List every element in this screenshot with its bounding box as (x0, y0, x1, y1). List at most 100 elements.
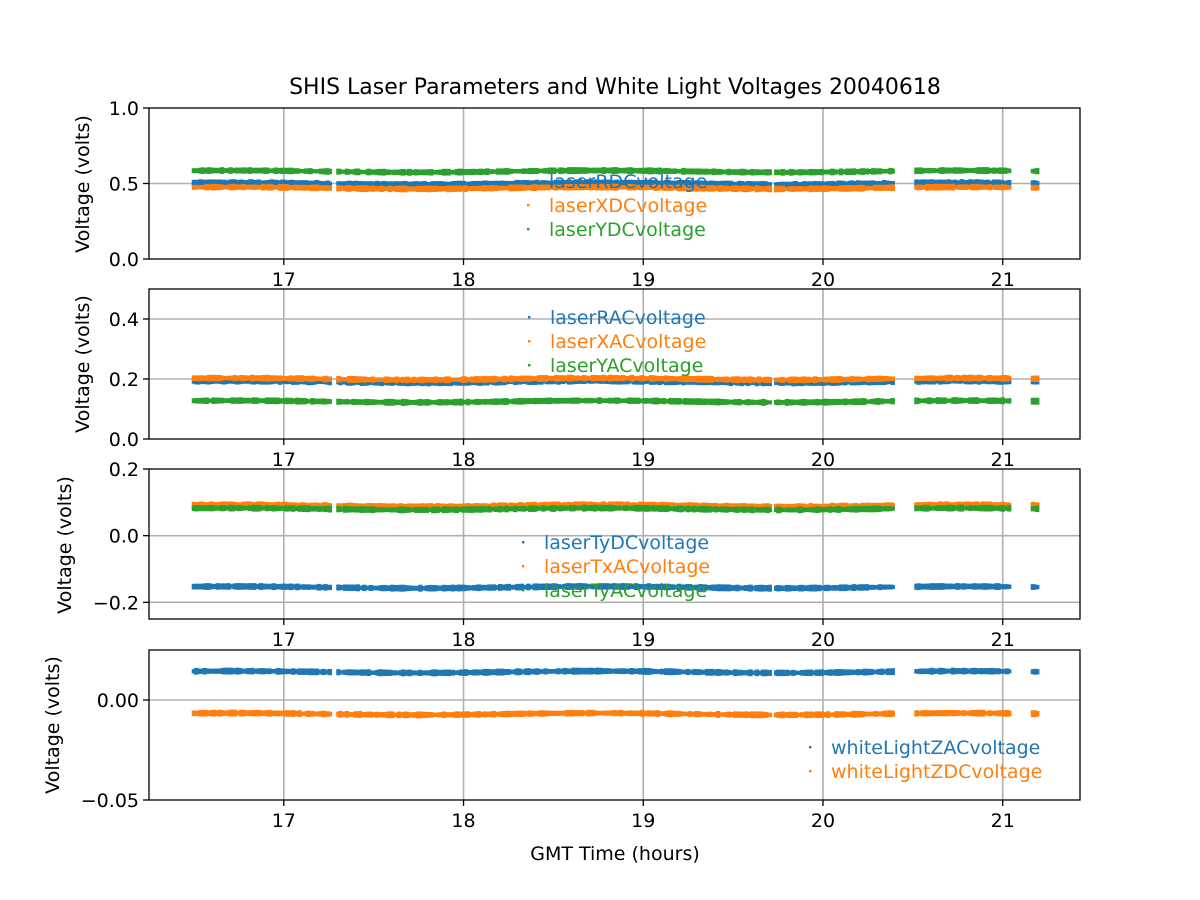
data-point (890, 506, 895, 511)
data-point (890, 376, 895, 381)
legend-marker-whiteLightZACvoltage (809, 746, 812, 749)
legend-label-whiteLightZDCvoltage: whiteLightZDCvoltage (831, 761, 1042, 783)
legend-label-laserYACvoltage: laserYACvoltage (550, 355, 703, 377)
data-point (890, 398, 895, 405)
data-point (338, 670, 343, 675)
data-point (338, 185, 343, 192)
data-point (338, 584, 343, 591)
legend-marker-laserTyDCvoltage (522, 541, 525, 544)
y-tick-label: 0.0 (109, 429, 139, 451)
y-tick-label: 0.2 (109, 369, 139, 391)
data-point (338, 503, 343, 509)
data-point (338, 710, 343, 718)
data-point (1006, 179, 1012, 186)
series-whiteLightZDCvoltage (191, 709, 1040, 719)
series-laserYDCvoltage (191, 167, 1040, 176)
data-point (750, 168, 755, 176)
data-point (1035, 185, 1040, 191)
legend-label-laserXACvoltage: laserXACvoltage (550, 331, 706, 353)
x-tick-label: 17 (272, 810, 296, 832)
x-tick-label: 21 (991, 810, 1015, 832)
panel-1-plot: 17 18 19 20 21 0.0 0.5 1.0 (109, 98, 1081, 291)
data-point (338, 181, 343, 187)
panel-frame (148, 468, 1081, 620)
data-point (780, 168, 785, 176)
data-point (338, 376, 343, 382)
data-point (1035, 168, 1040, 175)
data-point (327, 376, 333, 382)
data-point (327, 505, 333, 513)
series-laserXDCvoltage (191, 183, 1040, 193)
data-point (780, 585, 785, 591)
data-point (1006, 398, 1012, 404)
data-point (750, 399, 755, 406)
legend-label-laserRDCvoltage: laserRDCvoltage (549, 171, 707, 193)
x-tick-label: 20 (811, 810, 835, 832)
data-point (1035, 711, 1040, 717)
data-point (1006, 185, 1012, 190)
data-point (1006, 502, 1012, 508)
data-point (1035, 584, 1040, 590)
data-point (750, 181, 755, 188)
y-tick-label: 0.0 (109, 249, 139, 271)
data-point (327, 378, 333, 386)
series-laserXACvoltage (191, 374, 1040, 384)
data-point (750, 585, 755, 591)
data-point (890, 184, 895, 192)
series-laserYACvoltage (191, 397, 1040, 406)
data-point (327, 168, 333, 175)
data-point (338, 398, 343, 405)
legend-label-laserYDCvoltage: laserYDCvoltage (549, 219, 706, 241)
legend-label-laserTyDCvoltage: laserTyDCvoltage (544, 532, 709, 554)
legend-label-laserTyACvoltage: laserTyACvoltage (544, 580, 707, 602)
data-point (767, 185, 772, 193)
y-tick-label: −0.05 (81, 790, 139, 812)
data-point (780, 181, 785, 188)
data-point (1006, 505, 1012, 512)
legend-label-whiteLightZACvoltage: whiteLightZACvoltage (831, 737, 1040, 759)
data-point (890, 502, 895, 508)
series-laserTyACvoltage (191, 504, 1040, 514)
data-point (327, 711, 333, 717)
legend-label-laserRACvoltage: laserRACvoltage (550, 307, 706, 329)
data-point (1035, 397, 1040, 405)
data-point (890, 668, 895, 676)
data-point (750, 711, 755, 719)
panel-2: Voltage (volts) laserRACvoltage laserXAC… (72, 295, 706, 433)
panel-3-plot: 17 18 19 20 21 −0.2 0.0 0.2 (93, 459, 1081, 651)
x-tick-label: 19 (631, 449, 655, 471)
data-point (767, 504, 772, 510)
legend-marker-laserRACvoltage (528, 316, 531, 319)
data-point (327, 181, 333, 186)
y-tick-label: 0.2 (109, 459, 139, 481)
y-tick-label: 0.00 (97, 690, 139, 712)
data-point (780, 711, 785, 719)
data-point (767, 400, 772, 405)
series-whiteLightZACvoltage (191, 667, 1040, 677)
y-tick-label: 1.0 (109, 98, 139, 120)
legend-marker-laserYACvoltage (528, 364, 531, 367)
panel-4: Voltage (volts) GMT Time (hours) whiteLi… (42, 656, 1042, 865)
x-tick-label: 18 (451, 810, 475, 832)
x-tick-label: 17 (272, 449, 296, 471)
y-tick-label: 0.0 (109, 526, 139, 548)
data-point (767, 712, 772, 718)
legend-marker-whiteLightZDCvoltage (809, 770, 812, 773)
chart-title: SHIS Laser Parameters and White Light Vo… (289, 75, 941, 100)
data-point (750, 186, 755, 192)
x-tick-label: 18 (451, 449, 475, 471)
data-point (780, 185, 785, 193)
panel-4-plot: 17 18 19 20 21 −0.05 0.00 (81, 649, 1081, 832)
data-point (780, 400, 785, 405)
data-point (767, 507, 772, 513)
x-tick-label: 21 (991, 629, 1015, 651)
x-tick-label: 18 (451, 629, 475, 651)
panel-2-plot: 17 18 19 20 21 0.0 0.2 0.4 (109, 288, 1081, 471)
data-point (1006, 669, 1012, 674)
data-point (1035, 669, 1040, 675)
data-point (327, 584, 333, 591)
data-point (1006, 710, 1012, 717)
data-point (1006, 376, 1012, 381)
data-point (780, 669, 785, 677)
